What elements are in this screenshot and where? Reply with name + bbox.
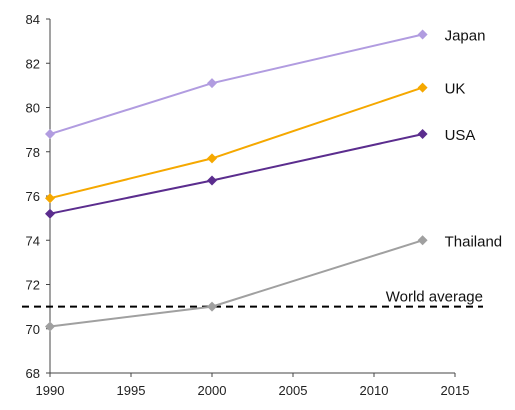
series-layer: Japan UK USA Thailand	[45, 27, 503, 332]
y-tick-label: 78	[26, 145, 40, 160]
y-tick-label: 68	[26, 366, 40, 381]
data-point-uk	[207, 153, 217, 164]
y-tick-label: 84	[26, 12, 40, 27]
x-tick-label: 2000	[198, 383, 227, 398]
y-tick-label: 70	[26, 322, 40, 337]
x-tick-label: 1990	[36, 383, 65, 398]
data-point-japan	[417, 29, 428, 40]
y-tick-label: 76	[26, 189, 40, 204]
data-point-uk	[417, 82, 428, 93]
data-point-thailand	[207, 301, 217, 312]
x-tick-label: 1995	[117, 383, 146, 398]
series-uk: UK	[45, 81, 465, 204]
series-thailand: Thailand	[45, 233, 503, 332]
x-ticks: 1990 1995 2000 2005 2010 2015	[36, 373, 470, 398]
data-point-thailand	[45, 321, 55, 332]
series-line-japan	[49, 33, 423, 136]
y-ticks: 68 70 72 74 76 78 80 82 84	[26, 12, 50, 381]
series-label-thailand: Thailand	[445, 233, 503, 250]
data-point-thailand	[417, 235, 428, 246]
y-tick-label: 82	[26, 56, 40, 71]
data-point-usa	[207, 175, 217, 186]
series-japan: Japan	[45, 27, 486, 140]
data-point-uk	[45, 193, 55, 204]
world-average-label: World average	[386, 289, 483, 306]
series-line-thailand	[49, 239, 423, 328]
data-point-japan	[45, 129, 55, 140]
y-tick-label: 72	[26, 278, 40, 293]
y-tick-label: 74	[26, 233, 40, 248]
data-point-usa	[417, 129, 428, 140]
y-tick-label: 80	[26, 101, 40, 116]
x-tick-label: 2015	[441, 383, 470, 398]
series-line-usa	[49, 133, 423, 215]
series-label-usa: USA	[445, 127, 476, 144]
x-tick-label: 2005	[279, 383, 308, 398]
series-line-uk	[49, 86, 423, 200]
series-usa: USA	[45, 127, 475, 219]
x-tick-label: 2010	[360, 383, 389, 398]
series-label-japan: Japan	[445, 27, 486, 44]
series-label-uk: UK	[445, 81, 466, 98]
data-point-japan	[207, 78, 217, 89]
data-point-usa	[45, 208, 55, 219]
world-average-reference: World average	[22, 289, 483, 308]
